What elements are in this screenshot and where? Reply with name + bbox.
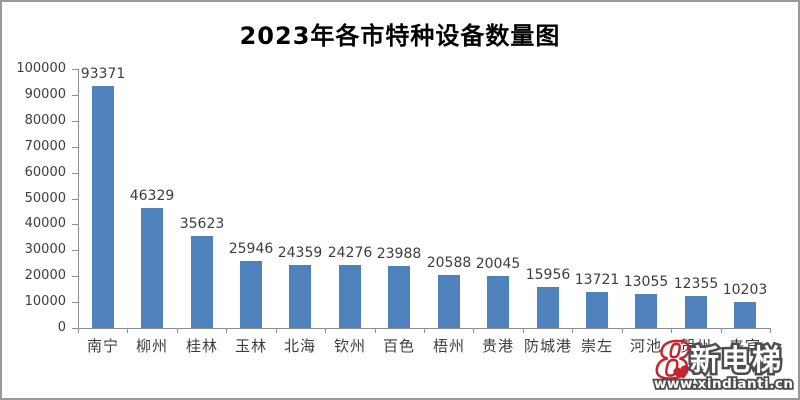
- x-axis-tick: [78, 328, 79, 333]
- x-axis-tick: [325, 328, 326, 333]
- y-axis-tick: [72, 121, 78, 122]
- bar-value-label: 15956: [525, 267, 571, 283]
- x-axis-tick: [622, 328, 623, 333]
- x-axis-category-label: 河池: [629, 337, 662, 355]
- y-axis-tick: [72, 147, 78, 148]
- y-axis-tick: [72, 199, 78, 200]
- x-axis-tick: [572, 328, 573, 333]
- y-axis-tick-label: 60000: [24, 165, 66, 180]
- x-axis-category-label: 钦州: [333, 337, 366, 355]
- watermark-url-text: www.xindianti.cn: [654, 376, 793, 392]
- x-axis-tick: [721, 328, 722, 333]
- y-axis-tick: [72, 276, 78, 277]
- bar-value-label: 93371: [80, 66, 126, 82]
- y-axis-tick-label: 40000: [24, 216, 66, 231]
- x-axis-category-label: 柳州: [135, 337, 168, 355]
- x-axis-tick: [226, 328, 227, 333]
- x-axis-tick: [276, 328, 277, 333]
- x-axis-category-label: 玉林: [234, 337, 267, 355]
- bar: [92, 86, 114, 328]
- bar-value-label: 12355: [673, 276, 719, 292]
- x-axis-tick: [177, 328, 178, 333]
- watermark: 8 新电梯 www.xindianti.cn: [652, 332, 794, 394]
- bar-value-label: 13721: [574, 272, 620, 288]
- y-axis-line: [78, 69, 79, 328]
- y-axis-tick-label: 30000: [24, 242, 66, 257]
- y-axis-tick-label: 0: [57, 320, 66, 335]
- bar-value-label: 10203: [722, 282, 768, 298]
- x-axis-category-label: 贺州: [679, 337, 712, 355]
- watermark-brand-text: 新电梯: [690, 343, 783, 377]
- chart-title: 2023年各市特种设备数量图: [239, 22, 561, 50]
- x-axis-tick: [424, 328, 425, 333]
- bar-value-label: 24359: [277, 245, 323, 261]
- y-axis-tick: [72, 250, 78, 251]
- watermark-logo-8: 8: [655, 332, 691, 390]
- bar: [289, 265, 311, 328]
- bar-value-label: 23988: [376, 246, 422, 262]
- x-axis-category-label: 梧州: [432, 337, 465, 355]
- y-axis-tick-label: 10000: [24, 294, 66, 309]
- bar: [487, 276, 509, 328]
- bar-value-label: 46329: [129, 188, 175, 204]
- x-axis-tick: [375, 328, 376, 333]
- y-axis-tick-label: 90000: [24, 87, 66, 102]
- y-axis-tick-label: 20000: [24, 268, 66, 283]
- y-axis-tick: [72, 69, 78, 70]
- x-axis-category-label: 百色: [382, 337, 415, 355]
- bar-value-label: 35623: [179, 216, 225, 232]
- bar: [635, 294, 657, 328]
- bar-value-label: 24276: [327, 245, 373, 261]
- bar: [438, 275, 460, 328]
- bar: [537, 287, 559, 328]
- x-axis-tick: [127, 328, 128, 333]
- bar-value-label: 13055: [623, 274, 669, 290]
- x-axis-category-label: 防城港: [523, 337, 572, 355]
- y-axis-tick: [72, 302, 78, 303]
- bar: [388, 266, 410, 328]
- x-axis-tick: [671, 328, 672, 333]
- bar: [339, 265, 361, 328]
- y-axis-tick-label: 80000: [24, 113, 66, 128]
- y-axis-tick-label: 50000: [24, 191, 66, 206]
- bar: [191, 236, 213, 328]
- bar: [586, 292, 608, 328]
- x-axis-category-label: 崇左: [580, 337, 613, 355]
- x-axis-tick: [523, 328, 524, 333]
- x-axis-tick: [770, 328, 771, 333]
- bar: [734, 302, 756, 328]
- y-axis-tick-label: 100000: [16, 61, 66, 76]
- y-axis-tick: [72, 173, 78, 174]
- y-axis-tick: [72, 328, 78, 329]
- bar: [240, 261, 262, 328]
- x-axis-category-label: 北海: [283, 337, 316, 355]
- x-axis-category-label: 贵港: [481, 337, 514, 355]
- heart-icon: [673, 365, 689, 379]
- bar: [685, 296, 707, 328]
- bar-value-label: 25946: [228, 241, 274, 257]
- y-axis-tick-label: 70000: [24, 139, 66, 154]
- bar-value-label: 20588: [426, 255, 472, 271]
- x-axis-tick: [473, 328, 474, 333]
- x-axis-category-label: 南宁: [86, 337, 119, 355]
- y-axis-tick: [72, 224, 78, 225]
- y-axis-tick: [72, 95, 78, 96]
- x-axis-category-label: 桂林: [185, 337, 218, 355]
- x-axis-category-label: 来宾: [728, 337, 761, 355]
- bar-value-label: 20045: [475, 256, 521, 272]
- bar: [141, 208, 163, 328]
